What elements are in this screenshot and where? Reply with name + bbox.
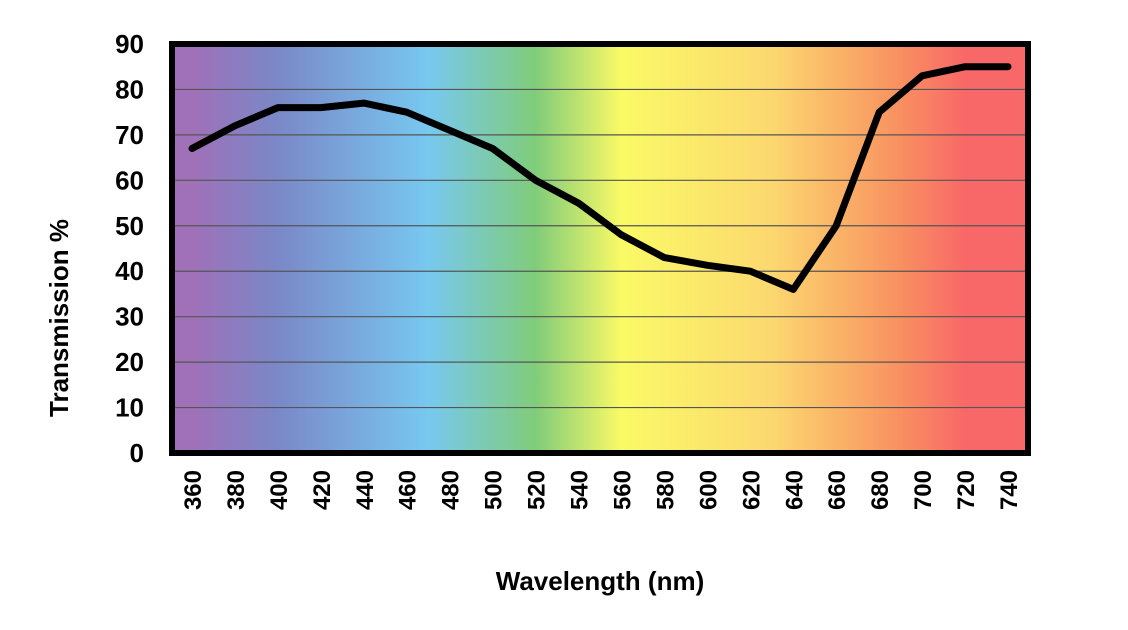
x-axis-title: Wavelength (nm) (496, 566, 704, 596)
x-tick-label: 420 (309, 470, 336, 510)
x-axis-ticks: 360 380 400 420 440 460 480 500 520 540 560 580 600 6… (180, 470, 1023, 510)
y-tick-label: 50 (115, 211, 144, 241)
x-tick-label: 720 (953, 470, 980, 510)
x-tick-label: 360 (180, 470, 207, 510)
x-tick-label: 660 (824, 470, 851, 510)
x-tick-label: 640 (781, 470, 808, 510)
x-tick-label: 560 (609, 470, 636, 510)
y-axis-ticks: 0 10 20 30 40 50 60 70 80 90 (115, 29, 144, 468)
y-tick-label: 60 (115, 165, 144, 195)
y-tick-label: 90 (115, 29, 144, 59)
x-tick-label: 480 (438, 470, 465, 510)
x-tick-label: 380 (223, 470, 250, 510)
plot-border (169, 41, 1031, 456)
x-tick-label: 680 (867, 470, 894, 510)
y-tick-label: 80 (115, 74, 144, 104)
transmission-series-line (188, 63, 1012, 293)
x-tick-label: 440 (352, 470, 379, 510)
y-tick-label: 30 (115, 302, 144, 332)
x-tick-label: 520 (524, 470, 551, 510)
y-tick-label: 20 (115, 347, 144, 377)
x-tick-label: 580 (652, 470, 679, 510)
y-tick-label: 40 (115, 256, 144, 286)
spectrum-background (172, 44, 1028, 453)
gridlines (172, 88, 1028, 409)
y-tick-label: 0 (130, 438, 144, 468)
x-tick-label: 740 (996, 470, 1023, 510)
x-tick-label: 460 (395, 470, 422, 510)
x-tick-label: 700 (910, 470, 937, 510)
x-tick-label: 620 (738, 470, 765, 510)
x-tick-label: 400 (266, 470, 293, 510)
x-tick-label: 540 (567, 470, 594, 510)
x-tick-label: 500 (481, 470, 508, 510)
x-tick-label: 600 (695, 470, 722, 510)
y-axis-title: Transmission % (44, 219, 74, 417)
y-tick-label: 10 (115, 393, 144, 423)
y-tick-label: 70 (115, 120, 144, 150)
